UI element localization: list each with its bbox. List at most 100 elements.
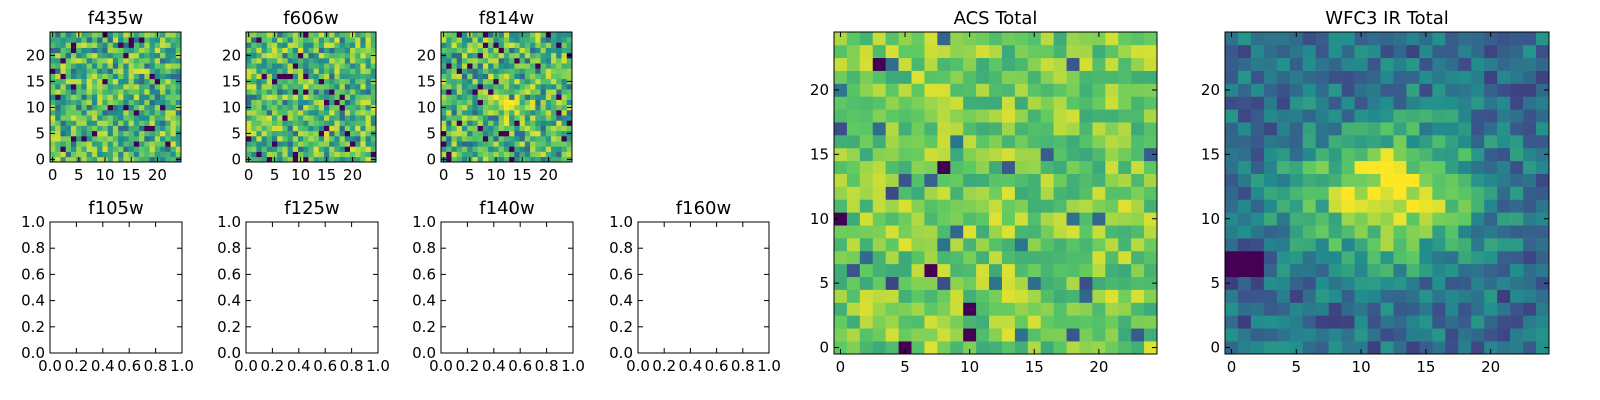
image-pixel bbox=[308, 120, 314, 126]
image-pixel bbox=[308, 110, 314, 116]
image-pixel bbox=[1510, 315, 1524, 329]
image-pixel bbox=[251, 84, 257, 90]
image-pixel bbox=[477, 37, 484, 43]
image-pixel bbox=[976, 135, 990, 149]
image-pixel bbox=[911, 238, 925, 252]
image-pixel bbox=[365, 32, 372, 38]
image-pixel bbox=[482, 99, 489, 106]
image-pixel bbox=[170, 115, 177, 121]
image-pixel bbox=[370, 120, 377, 126]
image-pixel bbox=[292, 141, 299, 147]
image-pixel bbox=[118, 32, 124, 38]
image-pixel bbox=[256, 146, 262, 152]
image-pixel bbox=[160, 84, 166, 90]
image-pixel bbox=[1380, 160, 1394, 174]
image-pixel bbox=[911, 83, 925, 97]
image-pixel bbox=[556, 99, 562, 106]
image-pixel bbox=[1419, 57, 1433, 71]
image-pixel bbox=[360, 136, 366, 142]
image-pixel bbox=[165, 63, 171, 69]
image-pixel bbox=[118, 99, 124, 106]
image-pixel bbox=[509, 52, 515, 59]
image-pixel bbox=[97, 94, 103, 100]
image-pixel bbox=[1079, 70, 1093, 84]
image-pixel bbox=[1419, 32, 1433, 46]
image-pixel bbox=[1484, 276, 1498, 290]
image-pixel bbox=[308, 89, 314, 95]
image-pixel bbox=[50, 37, 56, 43]
image-pixel bbox=[846, 250, 861, 265]
image-pixel bbox=[561, 89, 568, 95]
image-pixel bbox=[1445, 276, 1459, 290]
image-pixel bbox=[318, 68, 325, 74]
image-pixel bbox=[1471, 289, 1485, 303]
image-pixel bbox=[1471, 122, 1485, 136]
image-pixel bbox=[1458, 44, 1472, 59]
image-pixel bbox=[350, 146, 356, 152]
image-pixel bbox=[519, 37, 526, 43]
image-pixel bbox=[911, 250, 925, 265]
image-pixel bbox=[123, 47, 129, 54]
image-pixel bbox=[477, 156, 484, 163]
image-pixel bbox=[1250, 276, 1265, 290]
image-pixel bbox=[963, 135, 977, 149]
image-pixel bbox=[498, 73, 505, 80]
image-pixel bbox=[298, 63, 304, 69]
image-pixel bbox=[272, 84, 278, 90]
image-pixel bbox=[1263, 160, 1278, 174]
image-pixel bbox=[472, 99, 478, 106]
image-pixel bbox=[339, 52, 346, 59]
image-pixel bbox=[303, 99, 309, 106]
image-pixel bbox=[246, 136, 252, 142]
image-pixel bbox=[1144, 44, 1158, 59]
image-pixel bbox=[1380, 147, 1394, 162]
image-pixel bbox=[551, 104, 557, 111]
image-pixel bbox=[360, 125, 366, 132]
image-pixel bbox=[1263, 263, 1278, 278]
image-pixel bbox=[503, 89, 510, 95]
image-pixel bbox=[530, 141, 536, 147]
image-pixel bbox=[1040, 263, 1054, 278]
image-pixel bbox=[344, 146, 351, 152]
image-pixel bbox=[1302, 302, 1317, 316]
image-pixel bbox=[482, 32, 489, 38]
image-pixel bbox=[339, 78, 346, 85]
image-pixel bbox=[898, 263, 912, 278]
image-pixel bbox=[91, 37, 98, 43]
image-pixel bbox=[313, 42, 320, 48]
image-pixel bbox=[566, 136, 573, 142]
image-pixel bbox=[339, 32, 346, 38]
image-pixel bbox=[1380, 250, 1394, 265]
image-pixel bbox=[498, 78, 505, 85]
image-pixel bbox=[128, 146, 135, 152]
image-pixel bbox=[81, 52, 87, 59]
image-pixel bbox=[1523, 160, 1537, 174]
image-pixel bbox=[324, 99, 330, 106]
image-pixel bbox=[1523, 70, 1537, 84]
image-pixel bbox=[1471, 328, 1485, 342]
image-pixel bbox=[1001, 276, 1016, 290]
image-pixel bbox=[1237, 212, 1252, 226]
image-pixel bbox=[441, 120, 447, 126]
image-pixel bbox=[246, 141, 252, 147]
image-pixel bbox=[1131, 44, 1145, 59]
image-pixel bbox=[1001, 250, 1016, 265]
image-pixel bbox=[144, 68, 150, 74]
image-pixel bbox=[924, 302, 938, 316]
image-pixel bbox=[107, 52, 114, 59]
image-pixel bbox=[924, 328, 938, 342]
image-pixel bbox=[872, 289, 886, 303]
image-pixel bbox=[339, 42, 346, 48]
image-pixel bbox=[1289, 315, 1304, 329]
image-pixel bbox=[123, 130, 129, 137]
image-pixel bbox=[540, 52, 547, 59]
image-pixel bbox=[149, 42, 156, 48]
image-pixel bbox=[1484, 173, 1498, 187]
image-pixel bbox=[446, 136, 452, 142]
image-pixel bbox=[461, 58, 468, 64]
image-pixel bbox=[1014, 263, 1029, 278]
image-pixel bbox=[1066, 250, 1080, 265]
image-pixel bbox=[86, 58, 93, 64]
image-pixel bbox=[1144, 83, 1158, 97]
image-pixel bbox=[1354, 315, 1368, 329]
